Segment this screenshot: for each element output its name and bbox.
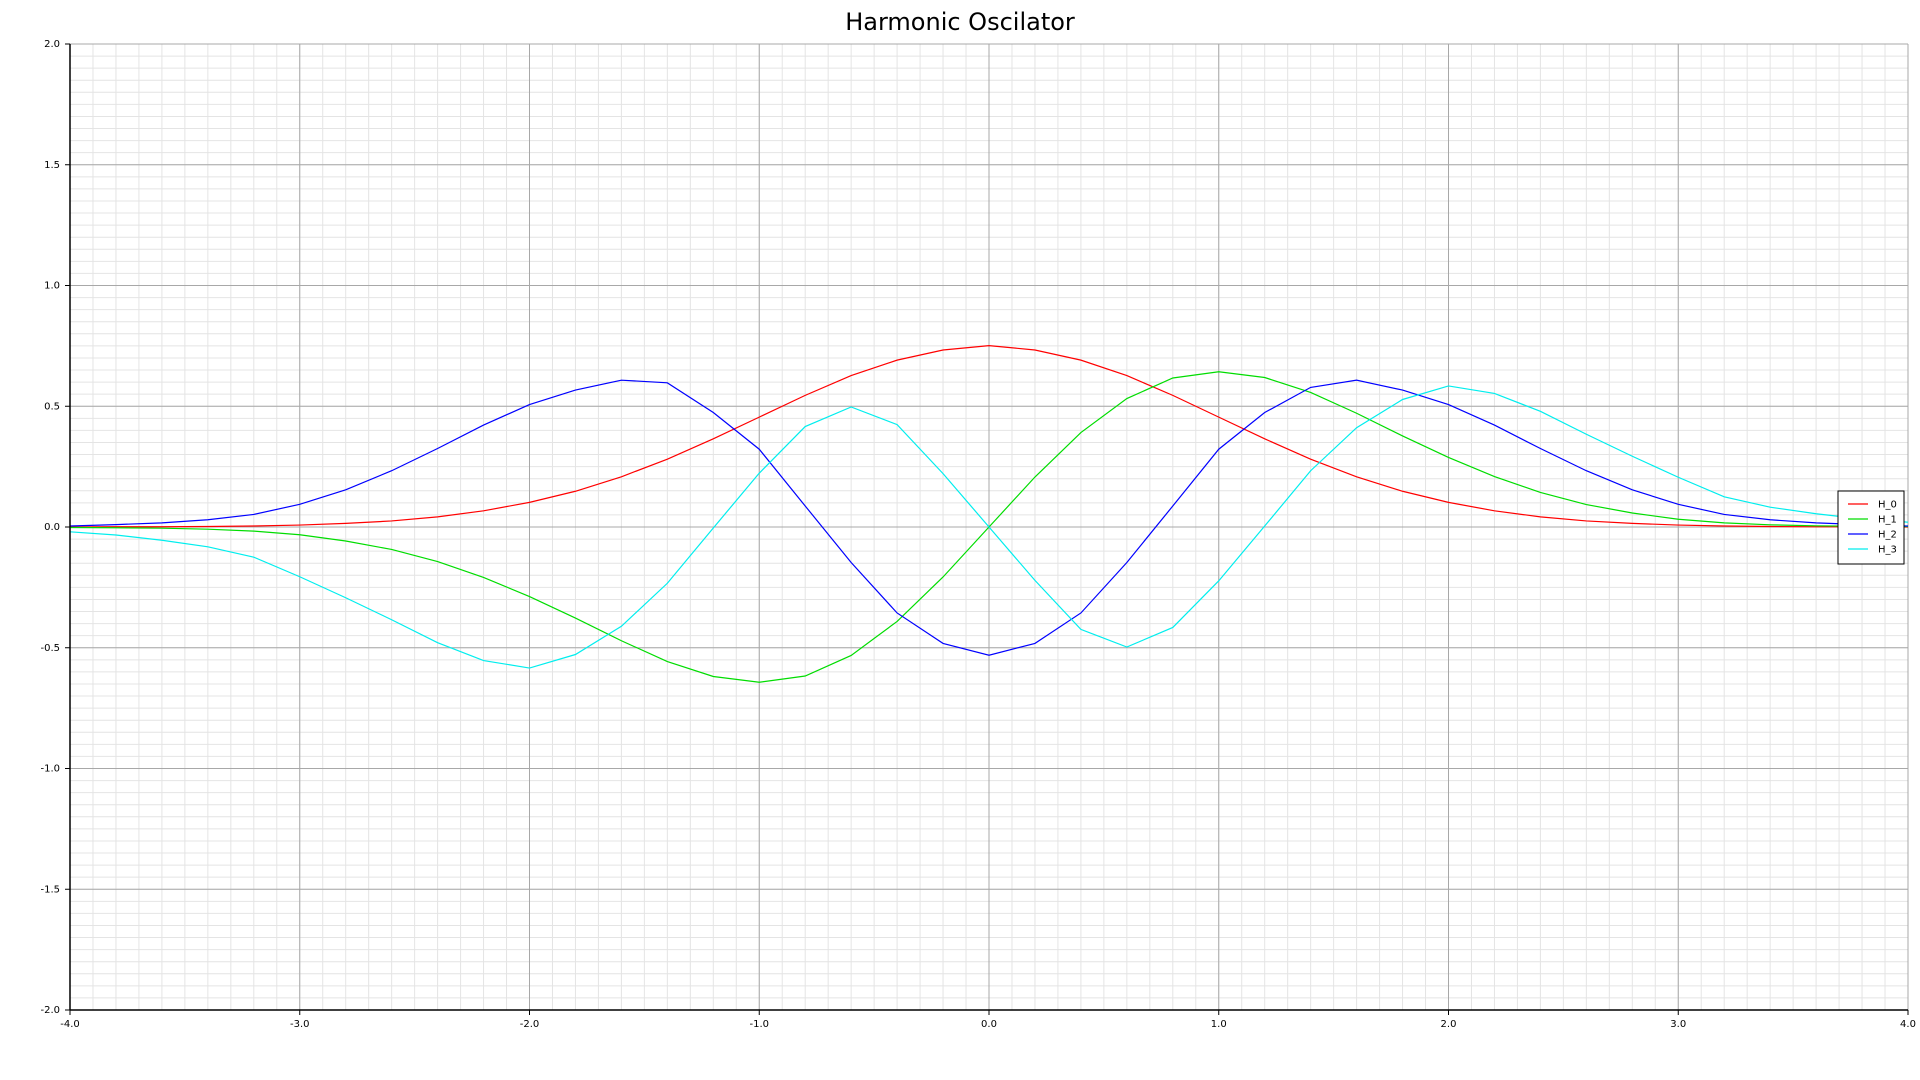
x-tick-labels: -4.0 -3.0 -2.0 -1.0 0.0 1.0 2.0 3.0 4.0: [60, 1019, 1916, 1030]
x-tick-label: -4.0: [60, 1019, 80, 1030]
y-tick-label: 0.0: [44, 522, 60, 533]
x-tick-label: -3.0: [290, 1019, 310, 1030]
x-tick-label: -2.0: [520, 1019, 540, 1030]
legend-label: H_2: [1878, 530, 1897, 541]
axes: [65, 43, 1909, 1015]
legend-label: H_3: [1878, 545, 1897, 556]
x-tick-label: 2.0: [1441, 1019, 1457, 1030]
y-tick-label: 0.5: [44, 401, 60, 412]
legend-box: [1837, 490, 1905, 565]
series-lines: [69, 345, 1909, 683]
y-tick-label: -1.5: [40, 884, 60, 895]
y-tick-label: 1.5: [44, 160, 60, 171]
legend-label: H_1: [1878, 515, 1897, 526]
legend: H_0 H_1 H_2 H_3: [1837, 490, 1905, 565]
y-tick-label: -2.0: [40, 1005, 60, 1016]
series-line-h-2: [69, 379, 1909, 656]
x-tick-label: 1.0: [1211, 1019, 1227, 1030]
chart-title: Harmonic Oscilator: [845, 8, 1075, 36]
y-tick-label: 1.0: [44, 281, 60, 292]
legend-label: H_0: [1878, 500, 1897, 511]
y-tick-label: -0.5: [40, 643, 60, 654]
x-tick-label: -1.0: [749, 1019, 769, 1030]
y-tick-labels: 2.0 1.5 1.0 0.5 0.0 -0.5 -1.0 -1.5 -2.0: [40, 39, 60, 1016]
x-tick-label: 4.0: [1900, 1019, 1916, 1030]
series-line-h-3: [69, 385, 1909, 669]
x-tick-label: 3.0: [1670, 1019, 1686, 1030]
x-tick-label: 0.0: [981, 1019, 997, 1030]
y-tick-label: 2.0: [44, 39, 60, 50]
series-line-h-0: [69, 345, 1909, 528]
y-tick-label: -1.0: [40, 764, 60, 775]
